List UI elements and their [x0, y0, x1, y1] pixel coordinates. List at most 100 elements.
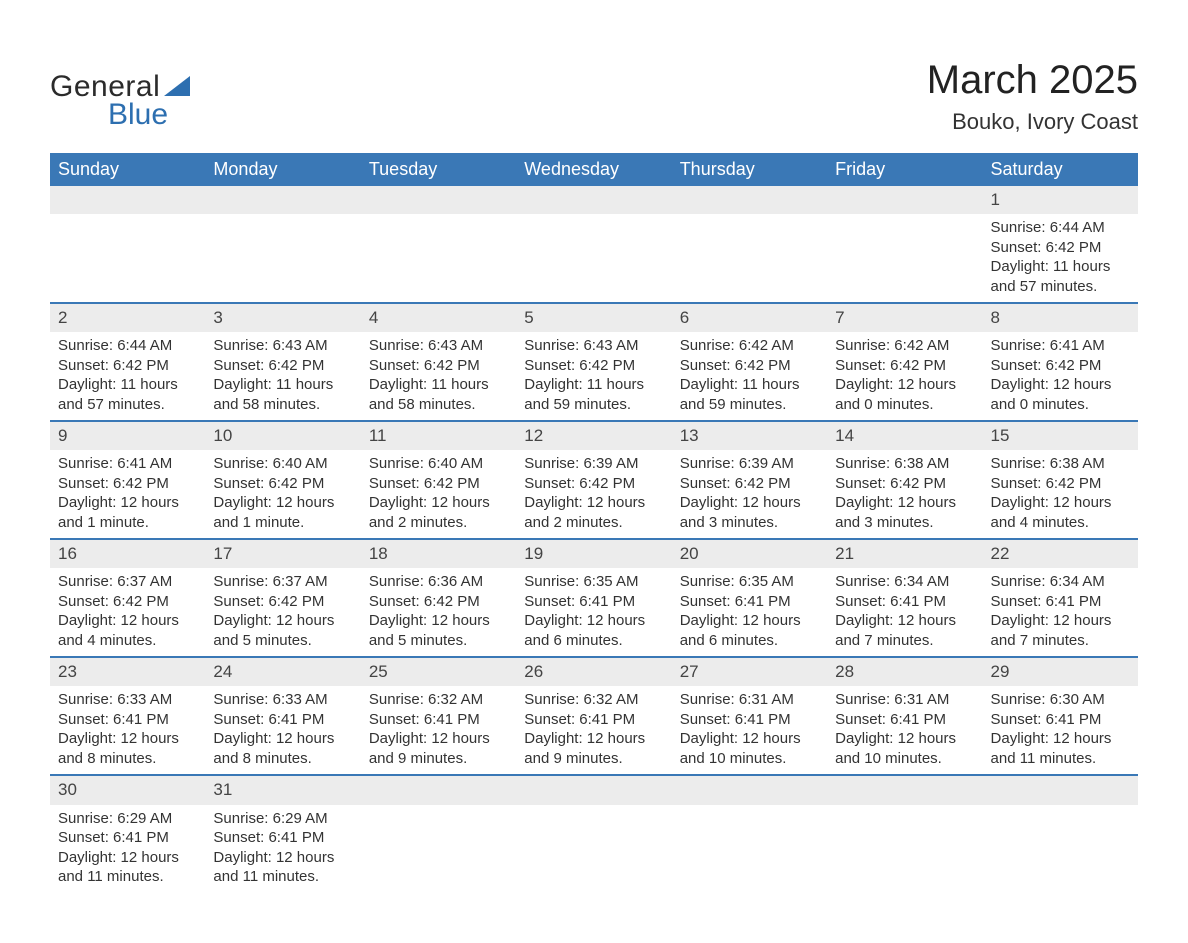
daylight-text: Daylight: 12 hours and 4 minutes. [58, 611, 197, 650]
calendar-head: Sunday Monday Tuesday Wednesday Thursday… [50, 153, 1138, 186]
daylight-text: Daylight: 11 hours and 59 minutes. [680, 375, 819, 414]
day-number: 6 [672, 303, 827, 332]
day-detail: Sunrise: 6:30 AMSunset: 6:41 PMDaylight:… [983, 686, 1138, 775]
sunset-text: Sunset: 6:41 PM [524, 710, 663, 730]
sunrise-text: Sunrise: 6:34 AM [991, 572, 1130, 592]
empty-cell [672, 805, 827, 893]
day-detail: Sunrise: 6:38 AMSunset: 6:42 PMDaylight:… [827, 450, 982, 539]
daylight-text: Daylight: 12 hours and 11 minutes. [213, 848, 352, 887]
day-detail: Sunrise: 6:42 AMSunset: 6:42 PMDaylight:… [672, 332, 827, 421]
empty-cell [361, 775, 516, 804]
sunset-text: Sunset: 6:42 PM [835, 356, 974, 376]
sail-icon [164, 76, 190, 96]
sunset-text: Sunset: 6:42 PM [369, 356, 508, 376]
day-number: 9 [50, 421, 205, 450]
sunrise-text: Sunrise: 6:38 AM [991, 454, 1130, 474]
sunset-text: Sunset: 6:41 PM [369, 710, 508, 730]
day-detail: Sunrise: 6:29 AMSunset: 6:41 PMDaylight:… [205, 805, 360, 893]
empty-cell [205, 214, 360, 303]
sunset-text: Sunset: 6:42 PM [213, 356, 352, 376]
daylight-text: Daylight: 12 hours and 0 minutes. [991, 375, 1130, 414]
daylight-text: Daylight: 12 hours and 8 minutes. [213, 729, 352, 768]
day-detail: Sunrise: 6:35 AMSunset: 6:41 PMDaylight:… [672, 568, 827, 657]
sunset-text: Sunset: 6:42 PM [369, 592, 508, 612]
day-detail: Sunrise: 6:43 AMSunset: 6:42 PMDaylight:… [361, 332, 516, 421]
weekday-header: Wednesday [516, 153, 671, 186]
sunrise-text: Sunrise: 6:38 AM [835, 454, 974, 474]
daylight-text: Daylight: 12 hours and 10 minutes. [680, 729, 819, 768]
sunrise-text: Sunrise: 6:32 AM [524, 690, 663, 710]
day-number: 3 [205, 303, 360, 332]
day-detail: Sunrise: 6:37 AMSunset: 6:42 PMDaylight:… [50, 568, 205, 657]
sunrise-text: Sunrise: 6:42 AM [680, 336, 819, 356]
sunrise-text: Sunrise: 6:40 AM [369, 454, 508, 474]
day-detail: Sunrise: 6:43 AMSunset: 6:42 PMDaylight:… [516, 332, 671, 421]
sunset-text: Sunset: 6:41 PM [213, 710, 352, 730]
sunrise-text: Sunrise: 6:35 AM [524, 572, 663, 592]
daylight-text: Daylight: 12 hours and 6 minutes. [524, 611, 663, 650]
sunrise-text: Sunrise: 6:36 AM [369, 572, 508, 592]
empty-cell [827, 775, 982, 804]
daylight-text: Daylight: 12 hours and 4 minutes. [991, 493, 1130, 532]
empty-cell [672, 214, 827, 303]
sunrise-text: Sunrise: 6:44 AM [58, 336, 197, 356]
sunrise-text: Sunrise: 6:43 AM [213, 336, 352, 356]
weekday-header: Sunday [50, 153, 205, 186]
day-number: 24 [205, 657, 360, 686]
daylight-text: Daylight: 12 hours and 7 minutes. [991, 611, 1130, 650]
day-detail: Sunrise: 6:29 AMSunset: 6:41 PMDaylight:… [50, 805, 205, 893]
day-detail: Sunrise: 6:38 AMSunset: 6:42 PMDaylight:… [983, 450, 1138, 539]
day-number: 22 [983, 539, 1138, 568]
daylight-text: Daylight: 12 hours and 5 minutes. [213, 611, 352, 650]
day-number: 19 [516, 539, 671, 568]
empty-cell [205, 186, 360, 214]
sunrise-text: Sunrise: 6:39 AM [524, 454, 663, 474]
day-number: 12 [516, 421, 671, 450]
empty-cell [361, 805, 516, 893]
detail-row: Sunrise: 6:41 AMSunset: 6:42 PMDaylight:… [50, 450, 1138, 539]
day-number: 8 [983, 303, 1138, 332]
empty-cell [50, 186, 205, 214]
empty-cell [827, 214, 982, 303]
day-detail: Sunrise: 6:33 AMSunset: 6:41 PMDaylight:… [205, 686, 360, 775]
empty-cell [983, 775, 1138, 804]
daylight-text: Daylight: 12 hours and 11 minutes. [991, 729, 1130, 768]
sunrise-text: Sunrise: 6:33 AM [58, 690, 197, 710]
day-number: 1 [983, 186, 1138, 214]
daynum-row: 2345678 [50, 303, 1138, 332]
daylight-text: Daylight: 12 hours and 11 minutes. [58, 848, 197, 887]
sunrise-text: Sunrise: 6:44 AM [991, 218, 1130, 238]
sunrise-text: Sunrise: 6:39 AM [680, 454, 819, 474]
daylight-text: Daylight: 12 hours and 3 minutes. [835, 493, 974, 532]
weekday-header: Monday [205, 153, 360, 186]
sunset-text: Sunset: 6:42 PM [58, 592, 197, 612]
location: Bouko, Ivory Coast [927, 109, 1138, 135]
daynum-row: 1 [50, 186, 1138, 214]
daylight-text: Daylight: 11 hours and 57 minutes. [991, 257, 1130, 296]
day-number: 30 [50, 775, 205, 804]
sunrise-text: Sunrise: 6:37 AM [58, 572, 197, 592]
weekday-header: Thursday [672, 153, 827, 186]
day-number: 26 [516, 657, 671, 686]
sunrise-text: Sunrise: 6:29 AM [213, 809, 352, 829]
daylight-text: Daylight: 12 hours and 8 minutes. [58, 729, 197, 768]
daylight-text: Daylight: 12 hours and 1 minute. [58, 493, 197, 532]
sunset-text: Sunset: 6:42 PM [680, 474, 819, 494]
page-header: General Blue March 2025 Bouko, Ivory Coa… [50, 40, 1138, 135]
empty-cell [50, 214, 205, 303]
day-number: 10 [205, 421, 360, 450]
day-number: 16 [50, 539, 205, 568]
sunrise-text: Sunrise: 6:35 AM [680, 572, 819, 592]
day-number: 23 [50, 657, 205, 686]
day-detail: Sunrise: 6:42 AMSunset: 6:42 PMDaylight:… [827, 332, 982, 421]
day-number: 25 [361, 657, 516, 686]
logo-text-blue: Blue [108, 98, 168, 132]
day-number: 13 [672, 421, 827, 450]
daylight-text: Daylight: 11 hours and 58 minutes. [213, 375, 352, 414]
day-detail: Sunrise: 6:39 AMSunset: 6:42 PMDaylight:… [672, 450, 827, 539]
empty-cell [672, 775, 827, 804]
sunrise-text: Sunrise: 6:43 AM [524, 336, 663, 356]
sunrise-text: Sunrise: 6:31 AM [680, 690, 819, 710]
empty-cell [983, 805, 1138, 893]
daylight-text: Daylight: 12 hours and 10 minutes. [835, 729, 974, 768]
